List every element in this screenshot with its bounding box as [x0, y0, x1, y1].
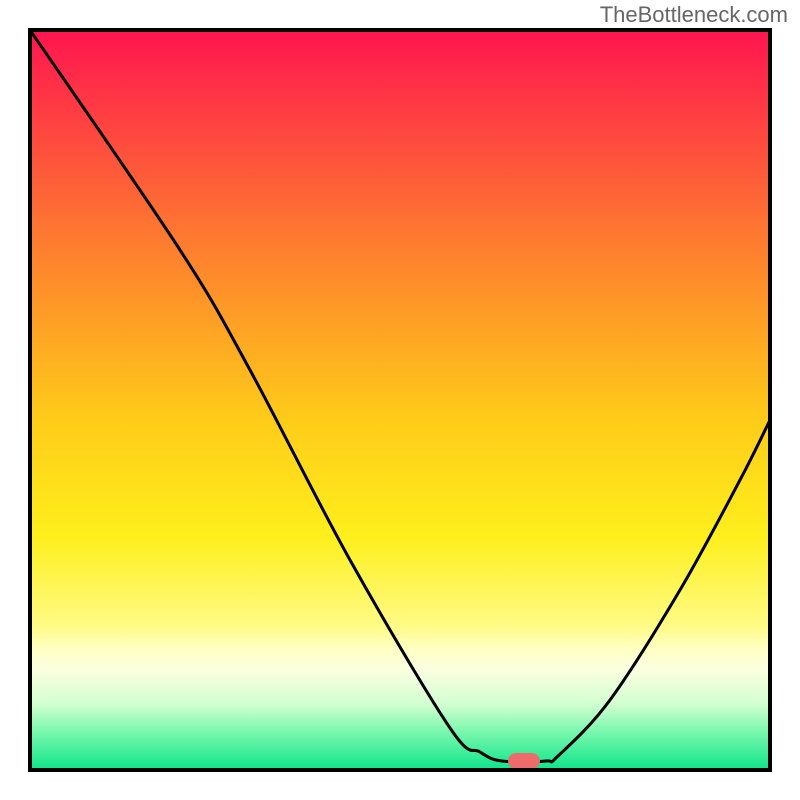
minimum-marker — [508, 753, 540, 769]
gradient-background-upper — [30, 30, 770, 626]
watermark-text: TheBottleneck.com — [600, 2, 788, 28]
bottleneck-chart — [0, 0, 800, 800]
